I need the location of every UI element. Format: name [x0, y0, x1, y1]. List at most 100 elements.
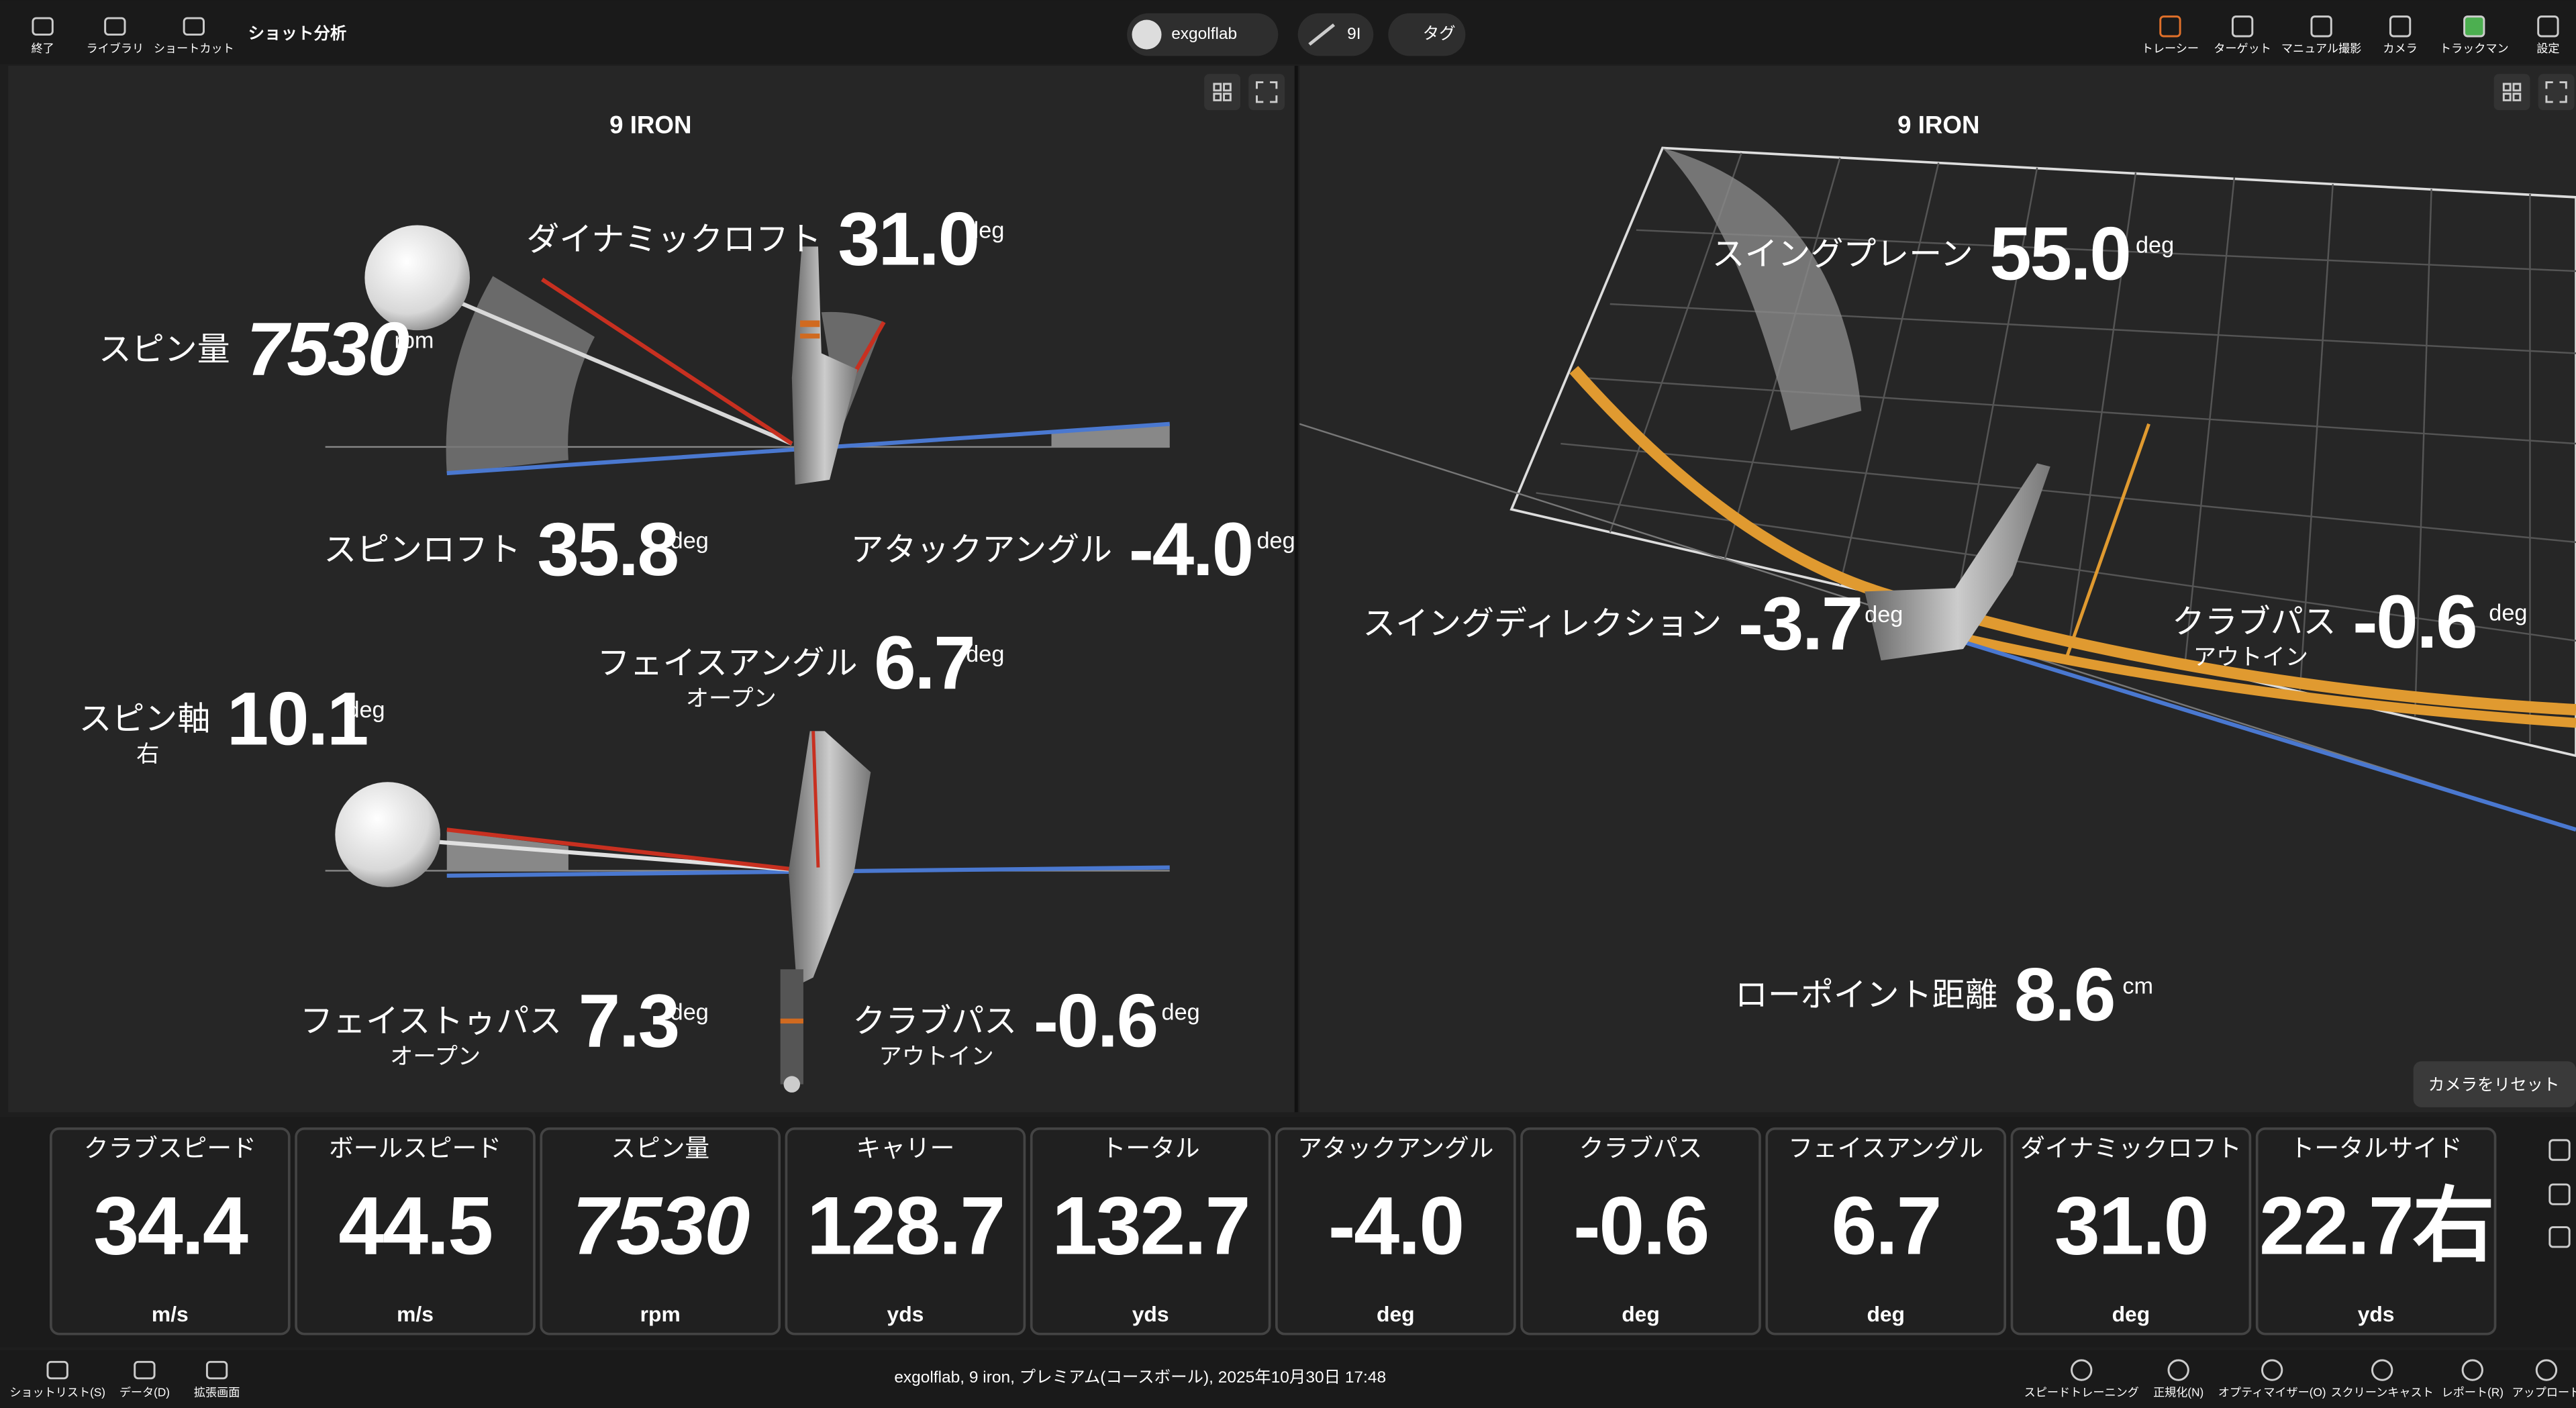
status-text: exgolflab, 9 iron, プレミアム(コースボール), 2025年1…	[894, 1368, 1386, 1387]
tile-unit: deg	[2112, 1302, 2150, 1326]
metric-label: クラブパス	[2172, 604, 2336, 640]
panel-title: 9 IRON	[609, 111, 691, 138]
tile-unit: m/s	[397, 1302, 434, 1326]
footer-icon[interactable]	[205, 1360, 228, 1380]
tile-label: キャリー	[856, 1134, 955, 1162]
toolbar-label: トラックマン	[2440, 42, 2509, 55]
tile-unit: m/s	[152, 1302, 189, 1326]
toolbar-icon[interactable]	[2231, 15, 2254, 38]
metric-value: -4.0	[1129, 507, 1252, 591]
footer-label: データ(D)	[119, 1385, 170, 1399]
metric-value: 6.7	[874, 620, 974, 705]
club-pill[interactable]	[1297, 13, 1374, 56]
left-panel	[8, 66, 1295, 1113]
side-icon[interactable]	[2548, 1226, 2571, 1248]
toolbar-icon[interactable]	[2463, 15, 2485, 38]
tile-value: 6.7	[1831, 1179, 1940, 1271]
toolbar-icon[interactable]	[104, 17, 126, 36]
metric-unit: deg	[671, 999, 709, 1025]
metric-value: 8.6	[2014, 952, 2114, 1037]
footer-icon[interactable]	[2461, 1359, 2483, 1381]
metric-unit: deg	[671, 528, 709, 554]
metric-tile[interactable]	[540, 1127, 781, 1336]
user-pill[interactable]	[1127, 13, 1279, 56]
toolbar-icon[interactable]	[183, 17, 205, 36]
metric-label: フェイスアングル	[597, 645, 858, 681]
tile-unit: rpm	[640, 1302, 681, 1326]
toolbar-icon[interactable]	[2537, 15, 2559, 38]
metric-tile[interactable]	[1520, 1127, 1761, 1336]
tile-unit: deg	[1867, 1302, 1905, 1326]
footer-label: スクリーンキャスト	[2331, 1385, 2434, 1399]
footer-icon[interactable]	[134, 1360, 156, 1380]
tile-value: 31.0	[2054, 1179, 2208, 1271]
top-bar	[0, 0, 2576, 64]
metric-value: 35.8	[537, 507, 677, 591]
metric-tile[interactable]	[1030, 1127, 1271, 1336]
club-icon	[1308, 23, 1336, 46]
tile-unit: deg	[1377, 1302, 1415, 1326]
footer-icon[interactable]	[2535, 1359, 2558, 1381]
metric-unit: deg	[2489, 601, 2527, 626]
footer-icon[interactable]	[2261, 1359, 2283, 1381]
metric-tile[interactable]	[295, 1127, 536, 1336]
footer-icon[interactable]	[46, 1360, 68, 1380]
tile-value: -4.0	[1328, 1179, 1463, 1271]
metric-tile[interactable]	[1275, 1127, 1516, 1336]
metric-label: スピン軸	[79, 701, 211, 738]
metric-tile[interactable]	[2255, 1127, 2497, 1336]
metric-tile[interactable]	[785, 1127, 1026, 1336]
tile-value: 34.4	[93, 1179, 248, 1271]
toolbar-label: 設定	[2536, 42, 2559, 55]
metric-value: -3.7	[1738, 581, 1862, 665]
footer-icon[interactable]	[2071, 1359, 2093, 1381]
metric-label: アタックアングル	[851, 532, 1113, 568]
metric-label: フェイストゥパス	[300, 1003, 562, 1040]
side-icon[interactable]	[2548, 1139, 2571, 1161]
swing-3d	[1299, 146, 2576, 832]
tile-value: 132.7	[1052, 1179, 1249, 1271]
tag-label: タグ	[1423, 24, 1456, 43]
metric-label: ダイナミックロフト	[526, 221, 821, 258]
metric-tile[interactable]	[1765, 1127, 2007, 1336]
metric-tile[interactable]	[50, 1127, 291, 1336]
tile-value: 22.7右	[2259, 1179, 2493, 1271]
footer-label: ショットリスト(S)	[9, 1385, 105, 1399]
footer-icon[interactable]	[2167, 1359, 2189, 1381]
user-name: exgolflab	[1171, 25, 1237, 43]
footer-label: アップロード	[2512, 1385, 2576, 1399]
bottom-bar	[0, 1350, 2576, 1408]
tile-value: 128.7	[807, 1179, 1004, 1271]
panel-title: 9 IRON	[1897, 111, 1979, 138]
tile-label: クラブスピード	[84, 1134, 256, 1162]
metric-label: スピン量	[99, 332, 230, 368]
reset-camera-button[interactable]	[2413, 1061, 2576, 1107]
metric-unit: rpm	[394, 328, 434, 353]
tile-label: アタックアングル	[1297, 1134, 1493, 1162]
metric-label: スピンロフト	[324, 532, 521, 568]
tile-label: トータルサイド	[2290, 1134, 2463, 1162]
tile-unit: yds	[2358, 1302, 2395, 1326]
club-name: 9I	[1347, 25, 1360, 43]
toolbar-icon[interactable]	[2310, 15, 2332, 38]
metric-label: ローポイント距離	[1735, 977, 1998, 1013]
tile-value: 7530	[573, 1179, 750, 1271]
tag-pill[interactable]	[1388, 13, 1466, 56]
panel-icons[interactable]	[1204, 74, 2575, 111]
tile-label: フェイスアングル	[1788, 1134, 1983, 1162]
toolbar-icon[interactable]	[32, 17, 54, 36]
metric-unit: deg	[966, 642, 1004, 667]
page-title: ショット分析	[248, 24, 347, 43]
tile-label: ダイナミックロフト	[2020, 1134, 2242, 1162]
tile-value: -0.6	[1573, 1179, 1708, 1271]
toolbar-icon[interactable]	[2159, 15, 2181, 38]
toolbar-icon[interactable]	[2389, 15, 2412, 38]
metric-value: 7530	[246, 307, 409, 391]
metric-tile[interactable]	[2010, 1127, 2252, 1336]
toolbar-label: 終了	[32, 42, 54, 55]
footer-icon[interactable]	[2371, 1359, 2393, 1381]
toolbar-label: マニュアル撮影	[2281, 42, 2361, 55]
footer-label: 拡張画面	[194, 1385, 240, 1399]
side-icon[interactable]	[2548, 1183, 2571, 1205]
